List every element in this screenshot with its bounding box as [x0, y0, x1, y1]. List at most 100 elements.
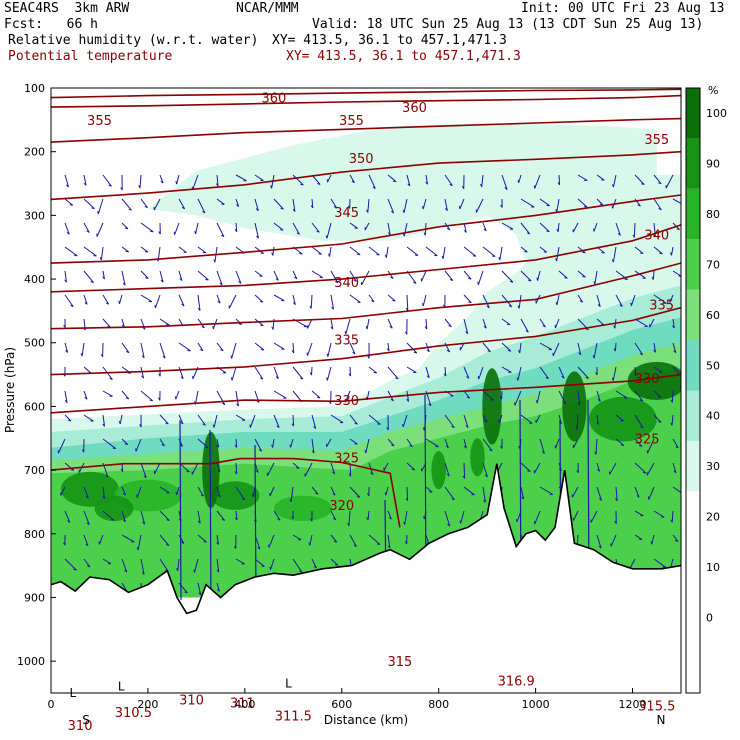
wind-arrow [102, 510, 115, 521]
wind-arrow [289, 438, 294, 448]
wind-arrow [254, 270, 263, 277]
wind-arrow [197, 198, 206, 214]
wind-arrow [83, 294, 88, 305]
wind-arrow [254, 342, 265, 351]
theta-contour-340 [51, 194, 681, 264]
wind-arrow [615, 486, 618, 502]
wind-arrow [349, 294, 361, 304]
contour-label-335: 335 [649, 299, 674, 314]
wind-arrow [634, 342, 644, 356]
wind-arrow [634, 510, 644, 517]
wind-arrow [482, 414, 488, 423]
wind-arrow [273, 294, 285, 302]
wind-arrow [176, 558, 180, 572]
wind-arrow [387, 510, 392, 520]
colorbar-tick-label: 40 [706, 410, 720, 423]
wind-arrow [653, 198, 662, 211]
wind-arrow [140, 342, 145, 359]
wind-arrow [83, 558, 91, 568]
wind-arrow [273, 342, 285, 350]
contour-label-340: 340 [644, 228, 669, 243]
wind-arrow [517, 294, 522, 309]
wind-arrow [330, 510, 337, 521]
wind-arrow [634, 246, 644, 255]
wind-arrow [596, 294, 601, 308]
wind-arrow [64, 510, 71, 523]
wind-arrow [498, 414, 503, 424]
wind-arrow [595, 366, 598, 376]
wind-arrow [136, 534, 142, 551]
wind-arrow [330, 414, 344, 424]
wind-arrow [153, 462, 161, 475]
wind-arrow [292, 222, 300, 235]
colorbar-tick-label: 60 [706, 309, 720, 322]
wind-arrow [83, 366, 92, 374]
wind-arrow [596, 534, 602, 549]
wind-arrow [558, 390, 567, 405]
wind-arrow [254, 294, 264, 303]
wind-arrow [501, 366, 512, 373]
wind-arrow [520, 270, 532, 282]
contour-label-355: 355 [644, 133, 669, 148]
wind-arrow [387, 318, 393, 329]
wind-arrow [235, 318, 243, 326]
contour-label-330: 330 [334, 394, 359, 409]
wind-arrow [121, 390, 130, 400]
wind-arrow [121, 318, 125, 328]
wind-arrow [463, 294, 472, 304]
wind-arrow [615, 414, 624, 422]
wind-updraft-arrow [254, 444, 257, 601]
colorbar-tick-label: 30 [706, 460, 720, 473]
wind-arrow [653, 510, 665, 518]
wind-arrow [364, 222, 370, 231]
field1-label: Relative humidity (w.r.t. water) [8, 33, 259, 48]
wind-arrow [175, 486, 180, 496]
wind-arrow [646, 438, 655, 454]
model-label: SEAC4RS 3km ARW [4, 1, 130, 16]
wind-arrow [235, 198, 240, 207]
theta-contour-355 [51, 94, 681, 108]
y-tick-label: 500 [24, 337, 45, 350]
low-marker: L [118, 680, 125, 694]
wind-arrow [230, 366, 237, 381]
wind-arrow [325, 222, 332, 239]
wind-arrow [249, 414, 256, 428]
center-label: NCAR/MMM [236, 1, 299, 16]
wind-arrow [653, 174, 662, 185]
wind-arrow [159, 534, 170, 547]
wind-arrow [344, 318, 351, 335]
wind-arrow [501, 294, 513, 308]
wind-arrow [593, 270, 598, 285]
wind-arrow [555, 246, 560, 262]
wind-arrow [140, 366, 145, 379]
wind-arrow [140, 558, 145, 575]
wind-arrow [348, 462, 352, 477]
wind-arrow [365, 318, 370, 330]
wind-arrow [158, 222, 161, 235]
y-tick-label: 800 [24, 528, 45, 541]
wind-arrow [216, 510, 226, 521]
wind-arrow [197, 510, 201, 524]
wind-arrow [235, 414, 246, 421]
rh-fill-layer [51, 123, 681, 598]
wind-arrow [463, 318, 469, 335]
wind-arrow [99, 246, 104, 261]
wind-arrow [83, 246, 97, 257]
wind-arrow [292, 198, 296, 212]
wind-arrow [64, 270, 67, 283]
wind-arrow [653, 246, 663, 255]
wind-arrow [421, 294, 427, 307]
wind-arrow [178, 198, 186, 210]
wind-arrow [402, 222, 408, 237]
wind-arrow [64, 558, 77, 571]
colorbar-swatch [686, 239, 700, 290]
wind-arrow [273, 366, 279, 379]
wind-arrow [577, 390, 581, 406]
wind-arrow [269, 558, 275, 570]
wind-arrow [368, 294, 375, 303]
convective-cell-10 [273, 495, 333, 522]
convective-cell-5 [562, 371, 587, 442]
wind-arrow [216, 582, 220, 592]
wind-arrow [650, 534, 655, 545]
wind-arrow [121, 510, 126, 523]
